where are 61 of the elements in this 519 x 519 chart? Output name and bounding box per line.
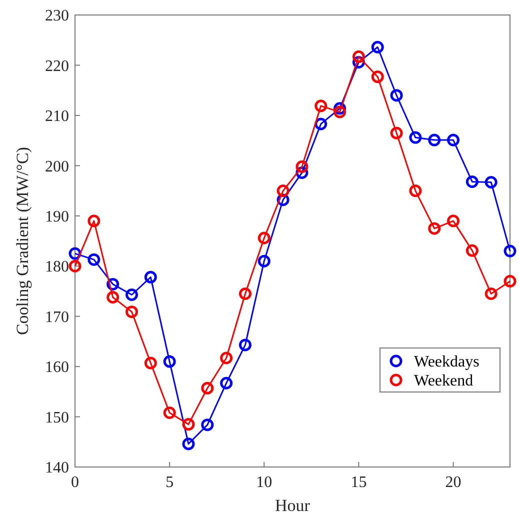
point	[220, 376, 233, 390]
point	[428, 222, 441, 235]
point	[88, 253, 100, 266]
point	[201, 418, 214, 432]
point	[106, 291, 120, 304]
point	[238, 338, 252, 352]
point	[88, 214, 100, 228]
x-tick-label: 10	[256, 474, 272, 491]
y-tick-label: 200	[45, 158, 69, 176]
point	[258, 254, 270, 268]
point	[144, 356, 157, 370]
legend-label: Weekend	[414, 372, 474, 390]
x-tick-label: 20	[445, 474, 462, 491]
point	[447, 134, 460, 146]
point	[504, 244, 516, 258]
point	[182, 438, 195, 450]
point	[390, 126, 403, 140]
point	[182, 418, 195, 431]
point	[334, 106, 346, 118]
x-tick-label: 15	[350, 474, 367, 491]
legend-label: Weekdays	[414, 354, 480, 371]
point	[371, 40, 384, 54]
x-axis-title: Hour	[275, 496, 310, 515]
point	[390, 89, 403, 102]
point	[484, 287, 498, 300]
point	[201, 382, 214, 394]
point	[314, 100, 328, 112]
y-tick-label: 150	[45, 409, 69, 426]
point	[314, 118, 328, 130]
point	[125, 288, 138, 301]
x-tick-label: 5	[166, 474, 174, 491]
point	[466, 244, 478, 257]
point	[352, 50, 365, 63]
point	[504, 274, 516, 288]
point	[144, 270, 157, 284]
y-tick-label: 220	[45, 58, 69, 75]
point	[68, 260, 82, 272]
point	[163, 406, 176, 420]
y-tick-label: 140	[45, 460, 69, 477]
point	[484, 176, 498, 188]
point	[125, 306, 138, 318]
point	[220, 352, 233, 364]
point	[238, 287, 252, 300]
point	[466, 175, 478, 188]
point	[296, 160, 308, 173]
point	[409, 131, 422, 144]
y-tick-label: 170	[45, 308, 69, 326]
point	[409, 184, 422, 198]
point	[447, 214, 460, 228]
y-tick-label: 160	[45, 359, 69, 376]
y-tick-label: 230	[45, 8, 69, 25]
y-tick-label: 210	[45, 108, 69, 126]
point	[163, 355, 176, 368]
y-tick-label: 180	[45, 258, 69, 276]
point	[258, 232, 270, 244]
y-axis-title: Cooling Gradient (MW/°C)	[13, 146, 32, 336]
point	[371, 70, 384, 84]
y-tick-label: 190	[45, 208, 69, 226]
x-tick-label: 0	[71, 474, 79, 491]
point	[428, 134, 441, 146]
point	[276, 184, 290, 198]
